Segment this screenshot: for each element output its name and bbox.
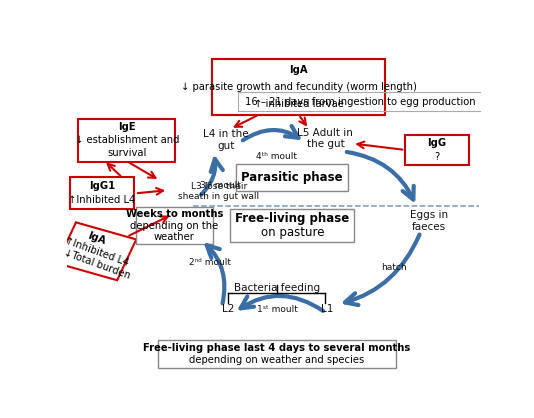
Text: Eggs in
faeces: Eggs in faeces [410,210,448,232]
Text: 16 – 21 days from ingestion to egg production: 16 – 21 days from ingestion to egg produ… [245,97,475,107]
Text: Free-living phase: Free-living phase [235,212,349,225]
Text: 1ˢᵗ moult: 1ˢᵗ moult [256,305,297,314]
FancyBboxPatch shape [237,163,348,191]
Text: ↑Inhibited L4: ↑Inhibited L4 [68,195,136,205]
Text: IgG: IgG [428,138,447,148]
Text: IgE: IgE [118,122,136,132]
Text: Free-living phase last 4 days to several months: Free-living phase last 4 days to several… [143,343,411,353]
Text: depending on the: depending on the [130,221,218,231]
Text: hatch: hatch [381,263,406,272]
FancyBboxPatch shape [405,135,469,165]
FancyBboxPatch shape [57,222,136,280]
FancyBboxPatch shape [78,119,175,162]
Text: ?: ? [435,152,440,162]
Text: IgA: IgA [289,65,308,75]
FancyBboxPatch shape [158,340,396,369]
Text: ↓ parasite growth and fecundity (worm length): ↓ parasite growth and fecundity (worm le… [180,82,417,92]
Text: L2: L2 [222,304,234,314]
FancyBboxPatch shape [70,177,134,209]
Text: ↓Total burden: ↓Total burden [62,248,131,281]
Text: Weeks to months: Weeks to months [125,209,223,219]
Text: ↓ establishment and: ↓ establishment and [75,135,179,145]
Text: Bacteria feeding: Bacteria feeding [234,283,320,293]
Text: L1: L1 [321,304,334,314]
Text: L5 Adult in
the gut: L5 Adult in the gut [297,128,354,150]
Text: ↑ inhibited larvae: ↑ inhibited larvae [254,99,343,109]
FancyBboxPatch shape [211,59,386,115]
Text: survival: survival [107,148,146,158]
FancyBboxPatch shape [230,209,355,242]
Text: depending on weather and species: depending on weather and species [190,355,365,365]
Text: weather: weather [154,232,195,242]
Text: 3ʳᵈ moult: 3ʳᵈ moult [200,181,241,191]
Text: ↑Inhibited L4: ↑Inhibited L4 [63,235,130,268]
Text: L3 lose their
sheath in gut wall: L3 lose their sheath in gut wall [178,182,260,201]
Text: IgA: IgA [86,230,107,246]
Text: 4ᵗʰ moult: 4ᵗʰ moult [256,152,297,161]
Text: 2ⁿᵈ moult: 2ⁿᵈ moult [189,258,231,267]
Text: Parasitic phase: Parasitic phase [241,171,343,184]
Text: IgG1: IgG1 [89,181,115,191]
FancyBboxPatch shape [136,207,213,244]
Text: on pasture: on pasture [261,227,324,240]
Text: L4 in the
gut: L4 in the gut [203,130,249,151]
